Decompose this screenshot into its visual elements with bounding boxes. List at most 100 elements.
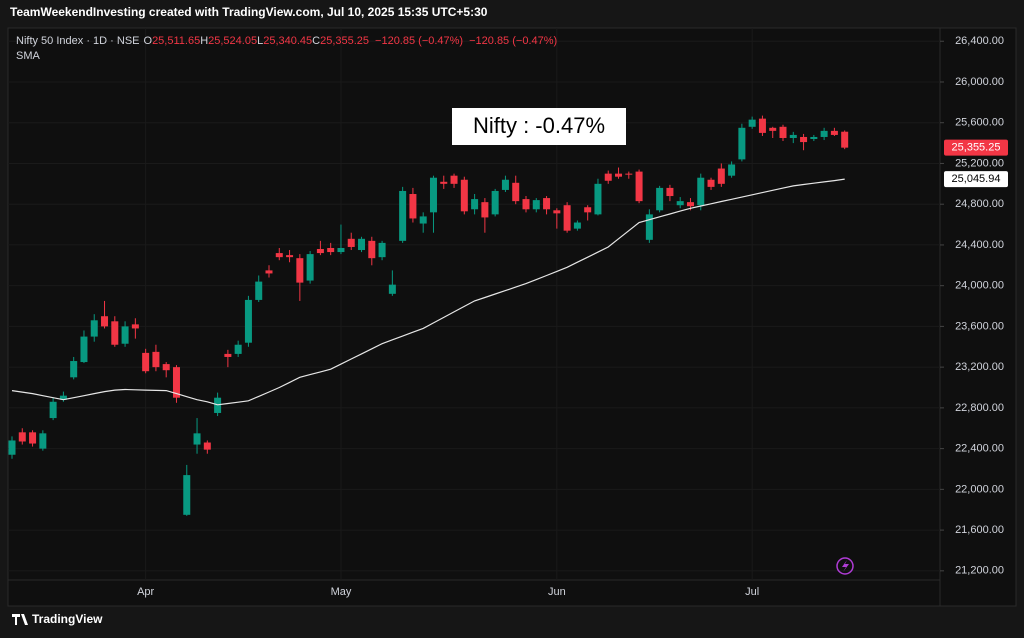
candle-body xyxy=(70,361,78,378)
candle-body xyxy=(388,284,396,294)
header-text: TeamWeekendInvesting created with Tradin… xyxy=(10,5,488,19)
legend-line: Nifty 50 Index · 1D · NSE O25,511.65H25,5… xyxy=(16,35,557,47)
legend-part: O xyxy=(144,35,153,47)
candle-body xyxy=(399,190,407,241)
candle-body xyxy=(429,177,437,213)
footer-logo: TradingView xyxy=(32,612,103,626)
candle-body xyxy=(666,187,674,197)
legend-part: 25,355.25 xyxy=(320,35,369,47)
y-tick-label: 21,200.00 xyxy=(955,565,1004,577)
candle-body xyxy=(234,344,242,354)
x-tick-label: Jul xyxy=(745,586,759,598)
candle-body xyxy=(471,199,479,210)
y-tick-label: 22,000.00 xyxy=(955,483,1004,495)
candle-body xyxy=(59,395,67,400)
candle-body xyxy=(152,351,160,368)
candle-body xyxy=(635,171,643,202)
y-tick-label: 22,400.00 xyxy=(955,443,1004,455)
candle-body xyxy=(810,136,818,140)
candle-body xyxy=(419,216,427,224)
candle-body xyxy=(18,432,26,442)
x-tick-label: May xyxy=(331,586,352,598)
y-tick-label: 24,000.00 xyxy=(955,280,1004,292)
candle-body xyxy=(101,316,109,327)
candle-body xyxy=(707,179,715,187)
y-tick-label: 23,200.00 xyxy=(955,361,1004,373)
candle-body xyxy=(769,127,777,131)
candle-body xyxy=(748,119,756,127)
plot: 21,200.00 21,600.00 22,000.00 22,400.00 22,8… xyxy=(8,28,1008,598)
candle-body xyxy=(717,168,725,184)
legend-part: L xyxy=(257,35,263,47)
candle-body xyxy=(584,207,592,213)
legend-part: H xyxy=(200,35,208,47)
candle-body xyxy=(409,194,417,219)
candle-body xyxy=(162,364,170,371)
candle-body xyxy=(224,353,232,357)
candle-body xyxy=(573,222,581,229)
candle-body xyxy=(286,255,294,258)
y-tick-label: 26,400.00 xyxy=(955,35,1004,47)
candle-body xyxy=(8,440,16,455)
candle-body xyxy=(553,210,561,214)
price-tag-label: 25,045.94 xyxy=(952,173,1001,185)
legend-part: −120.85 (−0.47%) xyxy=(469,35,557,47)
candle-body xyxy=(512,182,520,202)
candle-body xyxy=(358,238,366,251)
candle-body xyxy=(306,254,314,281)
candle-body xyxy=(460,179,468,212)
candle-body xyxy=(131,324,139,329)
candle-body xyxy=(543,198,551,210)
candle-body xyxy=(111,321,119,345)
candle-body xyxy=(337,247,345,253)
candle-body xyxy=(90,320,98,337)
candle-body xyxy=(49,401,57,419)
candle-body xyxy=(594,183,602,215)
candle-body xyxy=(501,179,509,190)
candle-body xyxy=(296,258,304,283)
candle-body xyxy=(522,199,530,210)
y-tick-label: 24,400.00 xyxy=(955,239,1004,251)
legend-part: Nifty 50 Index · 1D · NSE xyxy=(16,35,140,47)
candle-body xyxy=(820,130,828,137)
candle-body xyxy=(830,130,838,135)
candle-body xyxy=(347,238,355,247)
alert-icon[interactable] xyxy=(836,557,854,575)
y-tick-label: 23,600.00 xyxy=(955,320,1004,332)
candle-body xyxy=(183,475,191,515)
legend-part: C xyxy=(312,35,320,47)
y-tick-label: 25,600.00 xyxy=(955,117,1004,129)
sma-line xyxy=(11,178,845,406)
y-tick-label: 24,800.00 xyxy=(955,198,1004,210)
alert-bolt xyxy=(842,560,849,572)
candle-body xyxy=(450,175,458,184)
candle-body xyxy=(686,202,694,207)
candle-body xyxy=(80,336,88,363)
y-tick-label: 22,800.00 xyxy=(955,402,1004,414)
candle-body xyxy=(738,127,746,160)
x-tick-label: Apr xyxy=(137,586,154,598)
candle-body xyxy=(491,190,499,215)
candle-body xyxy=(697,177,705,206)
candle-body xyxy=(481,202,489,218)
sma-legend: SMA xyxy=(16,50,41,62)
annotation: Nifty : -0.47% xyxy=(473,113,605,138)
x-tick-label: Jun xyxy=(548,586,566,598)
candle-body xyxy=(275,253,283,258)
candle-body xyxy=(440,181,448,184)
annotation-box xyxy=(452,108,626,145)
candle-body xyxy=(625,173,633,175)
candle-body xyxy=(29,432,37,444)
y-tick-label: 21,600.00 xyxy=(955,524,1004,536)
candle-body xyxy=(676,201,684,206)
price-tag xyxy=(944,171,1008,188)
candle-body xyxy=(779,126,787,138)
legend-part: −120.85 (−0.47%) xyxy=(375,35,463,47)
price-tag xyxy=(944,139,1008,156)
y-tick-label: 26,000.00 xyxy=(955,76,1004,88)
candle-body xyxy=(255,281,263,300)
candle-body xyxy=(244,299,252,343)
candle-body xyxy=(265,270,273,274)
candle-body xyxy=(800,136,808,143)
